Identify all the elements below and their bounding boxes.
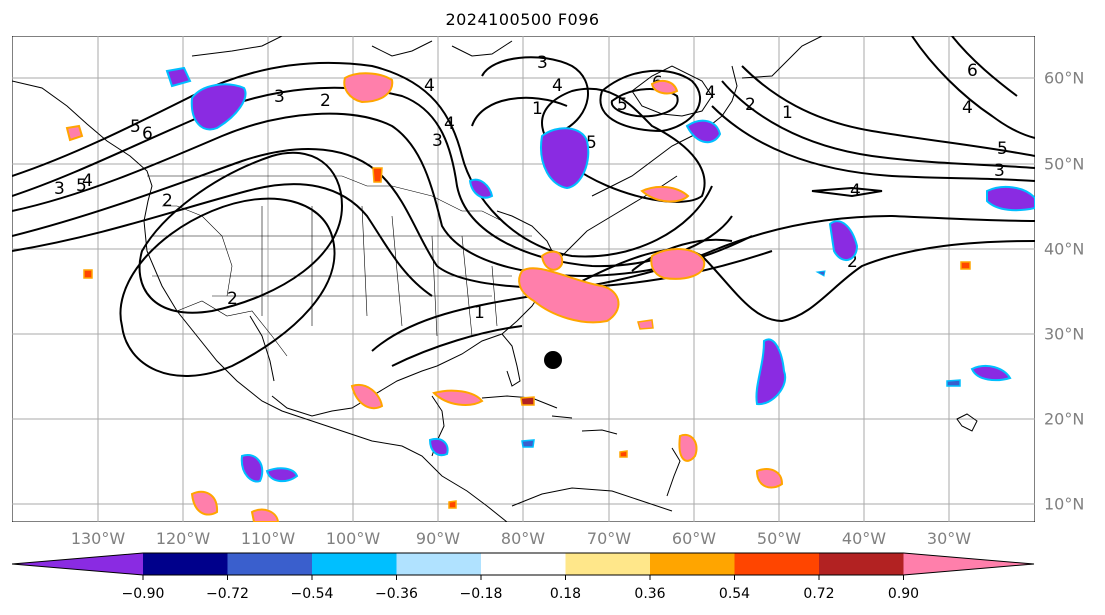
contour-label: 3: [432, 131, 443, 151]
contour-label: 4: [850, 181, 861, 201]
colorbar: [12, 552, 1035, 580]
colorbar-tick-label: −0.36: [375, 586, 418, 602]
longitude-label: 60°W: [671, 529, 717, 548]
contour-label: 1: [474, 303, 485, 323]
colorbar-tick-label: −0.18: [459, 586, 503, 602]
contour-label: 4: [705, 83, 716, 103]
contour-label: 4: [424, 76, 435, 96]
contour-label: 1: [532, 99, 543, 119]
colorbar-tick-label: 0.72: [803, 586, 835, 602]
contour-label: 2: [162, 191, 173, 211]
longitude-label: 70°W: [586, 529, 632, 548]
contour-label: 6: [967, 61, 978, 81]
longitude-label: 120°W: [155, 529, 211, 548]
latitude-label: 40°N: [1044, 239, 1085, 259]
contour-label: 4: [444, 114, 455, 134]
longitude-label: 90°W: [415, 529, 461, 548]
latitude-label: 50°N: [1044, 154, 1085, 174]
colorbar-segment: [312, 553, 397, 575]
contour-label: 2: [745, 95, 756, 115]
longitude-label: 110°W: [240, 529, 296, 548]
contour-label: 4: [82, 171, 93, 191]
contour-label: 1: [782, 103, 793, 123]
coastlines: [12, 36, 978, 522]
colorbar-segment: [143, 553, 228, 575]
contour-label: 3: [54, 179, 65, 199]
colorbar-segment: [227, 553, 313, 575]
contour-label: 5: [586, 133, 597, 153]
latitude-label: 20°N: [1044, 409, 1085, 429]
contour-label: 3: [274, 87, 285, 107]
map-title: 2024100500 F096: [445, 10, 600, 29]
colorbar-extend-low: [12, 553, 143, 575]
latitude-label: 30°N: [1044, 324, 1085, 344]
negative-anomalies: [165, 66, 1035, 483]
colorbar-tick-label: −0.54: [290, 586, 334, 602]
longitude-label: 100°W: [325, 529, 381, 548]
colorbar-extend-high: [903, 553, 1034, 575]
contour-label: 6: [142, 124, 153, 144]
colorbar-segment: [565, 553, 651, 575]
colorbar-segment: [396, 553, 482, 575]
colorbar-tick-label: 0.90: [887, 586, 920, 602]
longitude-label: 50°W: [756, 529, 802, 548]
contour-label: 2: [227, 289, 238, 309]
colorbar-segment: [481, 553, 566, 575]
contour-label: 3: [537, 53, 548, 73]
longitude-label: 40°W: [841, 529, 887, 548]
contour-label: 4: [962, 98, 973, 118]
colorbar-tick-label: −0.72: [206, 586, 249, 602]
contour-label: 2: [847, 252, 858, 272]
contour-label: 5: [76, 176, 87, 196]
colorbar-segment: [734, 553, 820, 575]
colorbar-segment: [819, 553, 904, 575]
colorbar-tick-label: −0.90: [121, 586, 165, 602]
contour-label: 4: [552, 76, 563, 96]
contour-label: 5: [997, 139, 1008, 159]
colorbar-tick-label: 0.54: [718, 586, 751, 602]
colorbar-tick-label: 0.36: [634, 586, 666, 602]
height-contours: [12, 36, 1035, 377]
contour-label: 2: [320, 91, 331, 111]
longitude-label: 80°W: [500, 529, 546, 548]
contour-label: 5: [130, 117, 141, 137]
storm-center-marker: [544, 351, 562, 369]
map-panel: 3 4 5 6 2 1 4 6 5 4 5 3 2 1 5 4 3 6 3 4 …: [12, 36, 1035, 522]
contour-label: 3: [994, 161, 1005, 181]
longitude-label: 30°W: [926, 529, 972, 548]
latitude-label: 60°N: [1044, 68, 1085, 88]
longitude-label: 130°W: [70, 529, 126, 548]
contour-label: 5: [617, 95, 628, 115]
colorbar-tick-label: 0.18: [549, 586, 582, 602]
positive-anomalies: [65, 72, 971, 522]
latitude-label: 10°N: [1044, 494, 1085, 514]
colorbar-segment: [650, 553, 735, 575]
graticule: [12, 36, 1035, 522]
